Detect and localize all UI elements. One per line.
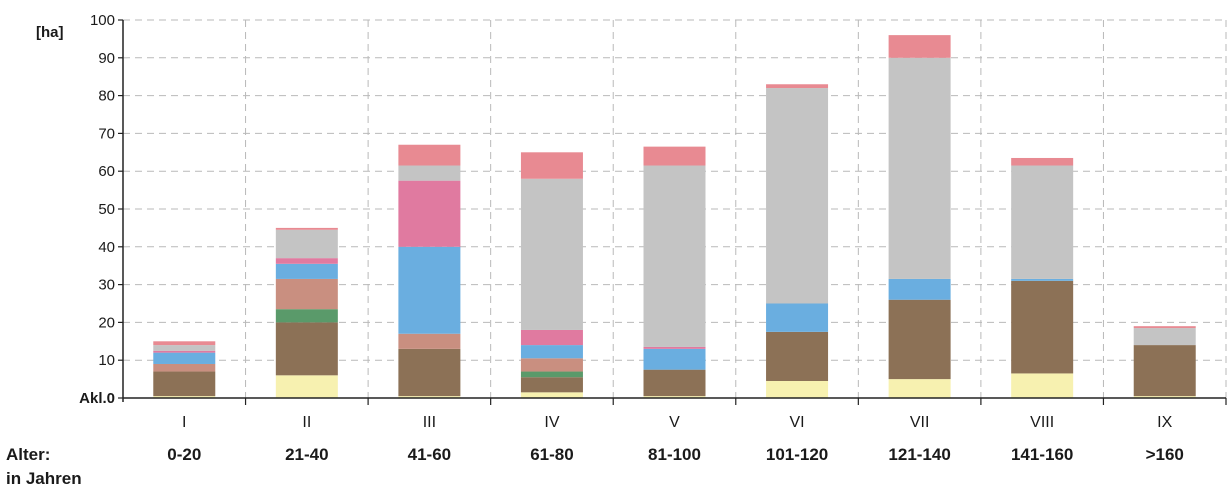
y-tick-label: Akl.0 bbox=[79, 390, 115, 407]
bar-segment bbox=[275, 227, 338, 230]
x-category-label: VI bbox=[789, 414, 804, 431]
x-ticks-layer: I 0-20 II 21-40 III 41-60 IV 61-80 V 81-100 VI 101-… bbox=[167, 398, 1227, 464]
bar-segment bbox=[888, 35, 951, 58]
bar-segment bbox=[275, 229, 338, 259]
bar-segment bbox=[275, 309, 338, 323]
bar-segment bbox=[520, 377, 583, 393]
bars-layer bbox=[153, 35, 1196, 398]
age-class-label: 0-20 bbox=[167, 445, 201, 464]
bar-segment bbox=[153, 345, 216, 351]
y-tick-label: 100 bbox=[90, 12, 115, 29]
x-category-label: V bbox=[669, 414, 680, 431]
x-category-label: IV bbox=[544, 414, 559, 431]
bar-segment bbox=[275, 322, 338, 376]
age-class-label: 21-40 bbox=[285, 445, 328, 464]
x-category-label: II bbox=[302, 414, 311, 431]
age-class-label: >160 bbox=[1146, 445, 1184, 464]
bar-segment bbox=[1011, 373, 1074, 398]
bar-segment bbox=[1011, 278, 1074, 281]
bar-segment bbox=[643, 346, 706, 349]
x-category-label: III bbox=[423, 414, 436, 431]
bar-segment bbox=[153, 341, 216, 346]
bar-segment bbox=[1133, 326, 1196, 329]
bar-segment bbox=[520, 152, 583, 179]
bar-segment bbox=[766, 331, 829, 381]
y-ticks-layer: Akl.0 10 20 30 40 50 60 70 80 90 100 bbox=[79, 12, 123, 407]
bar-segment bbox=[520, 345, 583, 359]
y-tick-label: 80 bbox=[98, 88, 115, 105]
bar-segment bbox=[153, 350, 216, 353]
bar-segment bbox=[398, 396, 461, 398]
y-tick-label: 20 bbox=[98, 314, 115, 331]
bar-segment bbox=[643, 396, 706, 398]
bar-segment bbox=[398, 333, 461, 349]
age-class-label: 101-120 bbox=[766, 445, 828, 464]
y-unit-label: [ha] bbox=[36, 24, 64, 41]
x-category-label: VII bbox=[910, 414, 930, 431]
bar-segment bbox=[275, 278, 338, 310]
bar-segment bbox=[1011, 165, 1074, 279]
bar-segment bbox=[520, 392, 583, 398]
x-category-label: I bbox=[182, 414, 186, 431]
y-tick-label: 10 bbox=[98, 352, 115, 369]
bar-segment bbox=[153, 396, 216, 398]
bar-segment bbox=[643, 348, 706, 370]
bar-segment bbox=[888, 57, 951, 279]
age-class-label: 121-140 bbox=[888, 445, 950, 464]
y-tick-label: 40 bbox=[98, 239, 115, 256]
bar-segment bbox=[766, 84, 829, 89]
bar-segment bbox=[520, 178, 583, 330]
bar-segment bbox=[888, 379, 951, 398]
bar-segment bbox=[888, 278, 951, 300]
bar-segment bbox=[398, 348, 461, 397]
bar-segment bbox=[153, 363, 216, 372]
bar-segment bbox=[1133, 328, 1196, 346]
bar-segment bbox=[275, 263, 338, 279]
y-tick-label: 60 bbox=[98, 163, 115, 180]
bar-segment bbox=[1011, 280, 1074, 374]
y-tick-label: 50 bbox=[98, 201, 115, 218]
bar-segment bbox=[888, 299, 951, 380]
age-subtitle-label: in Jahren bbox=[6, 469, 82, 488]
age-title-label: Alter: bbox=[6, 445, 50, 464]
y-tick-label: 90 bbox=[98, 50, 115, 67]
bar-segment bbox=[398, 246, 461, 334]
y-tick-label: 30 bbox=[98, 277, 115, 294]
bar-segment bbox=[153, 352, 216, 364]
age-class-label: 41-60 bbox=[408, 445, 451, 464]
bar-segment bbox=[766, 88, 829, 304]
bar-segment bbox=[275, 375, 338, 398]
bar-segment bbox=[643, 146, 706, 166]
age-class-label: 81-100 bbox=[648, 445, 701, 464]
bar-segment bbox=[643, 165, 706, 347]
bar-segment bbox=[275, 258, 338, 264]
bar-segment bbox=[520, 358, 583, 372]
bar-segment bbox=[1011, 157, 1074, 166]
bar-segment bbox=[1133, 345, 1196, 397]
axes-layer bbox=[122, 20, 1226, 402]
x-category-label: VIII bbox=[1030, 414, 1054, 431]
bar-segment bbox=[153, 371, 216, 397]
x-category-label: IX bbox=[1157, 414, 1172, 431]
bar-segment bbox=[398, 165, 461, 181]
bar-segment bbox=[520, 329, 583, 346]
age-class-label: 141-160 bbox=[1011, 445, 1073, 464]
bar-segment bbox=[643, 369, 706, 397]
bar-segment bbox=[398, 144, 461, 166]
y-tick-label: 70 bbox=[98, 125, 115, 142]
age-class-label: 61-80 bbox=[530, 445, 573, 464]
bar-segment bbox=[1133, 396, 1196, 398]
bar-segment bbox=[398, 180, 461, 247]
bar-segment bbox=[520, 371, 583, 378]
bar-segment bbox=[766, 303, 829, 332]
bar-segment bbox=[766, 380, 829, 398]
